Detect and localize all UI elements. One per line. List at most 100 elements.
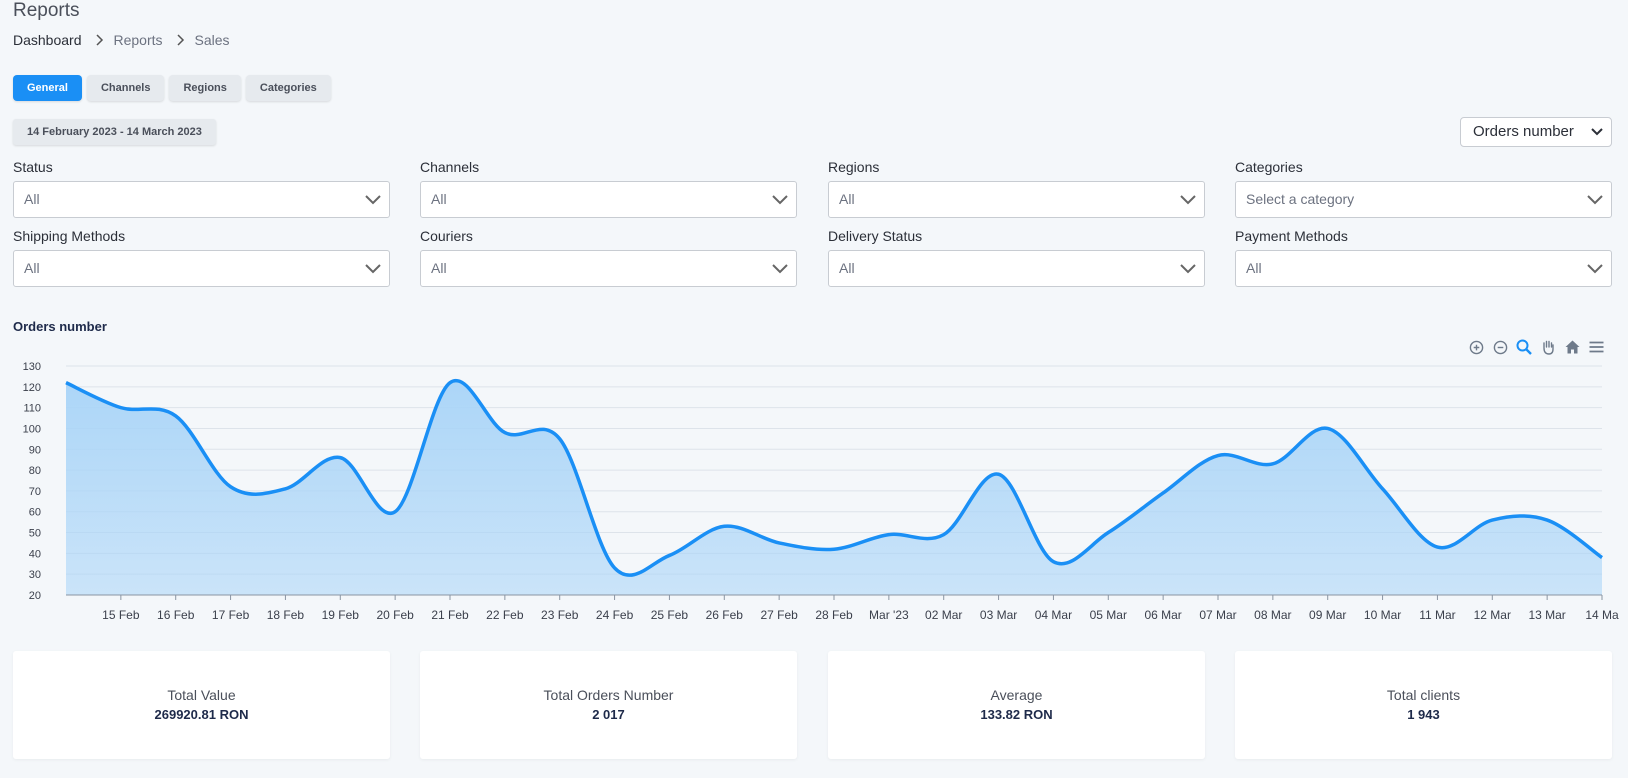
zoom-out-icon[interactable] (1490, 338, 1510, 356)
breadcrumb-sales: Sales (194, 32, 230, 48)
filter-label: Categories (1235, 159, 1303, 175)
metric-select-value: Orders number (1473, 123, 1574, 140)
y-tick-label: 90 (29, 444, 41, 456)
filter-label: Regions (828, 159, 880, 175)
chart-title: Orders number (13, 319, 107, 334)
chevron-down-icon (1587, 195, 1603, 205)
y-tick-label: 50 (29, 528, 41, 540)
shipping-methods-select[interactable]: All (13, 250, 390, 287)
y-tick-label: 60 (29, 507, 41, 519)
date-range-picker[interactable]: 14 February 2023 - 14 March 2023 (13, 119, 216, 145)
pan-hand-icon[interactable] (1538, 338, 1558, 356)
chevron-right-icon (95, 34, 103, 46)
card-value: 269920.81 RON (154, 707, 249, 722)
x-tick-label: 27 Feb (760, 608, 798, 622)
y-tick-label: 120 (23, 382, 41, 394)
y-tick-label: 80 (29, 465, 41, 477)
card-value: 1 943 (1407, 707, 1440, 722)
filter-label: Shipping Methods (13, 228, 126, 244)
channels-select[interactable]: All (420, 181, 797, 218)
x-tick-label: 05 Mar (1090, 608, 1127, 622)
x-tick-label: 28 Feb (815, 608, 853, 622)
select-value: All (431, 191, 447, 207)
x-tick-label: 24 Feb (596, 608, 634, 622)
filter-regions: Regions All (828, 159, 1205, 218)
y-tick-label: 30 (29, 569, 41, 581)
tab-channels[interactable]: Channels (86, 75, 165, 101)
y-tick-label: 130 (23, 361, 41, 373)
regions-select[interactable]: All (828, 181, 1205, 218)
page-title: Reports (13, 0, 80, 21)
x-tick-label: 16 Feb (157, 608, 195, 622)
select-value: All (839, 260, 855, 276)
home-reset-icon[interactable] (1562, 338, 1582, 356)
x-tick-label: 04 Mar (1035, 608, 1072, 622)
chevron-down-icon (772, 264, 788, 274)
select-value: All (24, 191, 40, 207)
filter-label: Couriers (420, 228, 473, 244)
categories-select[interactable]: Select a category (1235, 181, 1612, 218)
x-tick-label: 02 Mar (925, 608, 962, 622)
total-clients-card: Total clients 1 943 (1235, 651, 1612, 759)
y-tick-label: 100 (23, 423, 41, 435)
filter-categories: Categories Select a category (1235, 159, 1612, 218)
card-value: 133.82 RON (980, 707, 1053, 722)
y-tick-label: 40 (29, 548, 41, 560)
chevron-down-icon (1587, 264, 1603, 274)
x-tick-label: 15 Feb (102, 608, 140, 622)
x-tick-label: 25 Feb (651, 608, 689, 622)
metric-select[interactable]: Orders number (1460, 117, 1612, 147)
select-value: All (24, 260, 40, 276)
x-tick-label: 22 Feb (486, 608, 524, 622)
x-tick-label: 11 Mar (1419, 608, 1455, 622)
total-orders-card: Total Orders Number 2 017 (420, 651, 797, 759)
y-tick-label: 110 (23, 403, 41, 415)
total-value-card: Total Value 269920.81 RON (13, 651, 390, 759)
x-tick-label: 20 Feb (376, 608, 414, 622)
breadcrumb-reports[interactable]: Reports (113, 32, 163, 48)
card-value: 2 017 (592, 707, 625, 722)
x-tick-label: 03 Mar (980, 608, 1017, 622)
tab-regions[interactable]: Regions (169, 75, 241, 101)
filter-status: Status All (13, 159, 390, 218)
series-area (66, 380, 1602, 595)
tab-categories[interactable]: Categories (245, 75, 331, 101)
chevron-down-icon (365, 264, 381, 274)
x-tick-label: 08 Mar (1254, 608, 1291, 622)
x-tick-label: 12 Mar (1474, 608, 1511, 622)
x-tick-label: 14 Ma (1585, 608, 1619, 622)
zoom-in-icon[interactable] (1466, 338, 1486, 356)
zoom-select-icon[interactable] (1514, 338, 1534, 356)
filter-label: Delivery Status (828, 228, 923, 244)
chevron-down-icon (772, 195, 788, 205)
series-line (65, 378, 1604, 577)
payment-methods-select[interactable]: All (1235, 250, 1612, 287)
card-label: Average (990, 687, 1043, 703)
filter-shipping-methods: Shipping Methods All (13, 228, 390, 287)
chevron-down-icon (365, 195, 381, 205)
x-tick-label: 10 Mar (1364, 608, 1401, 622)
select-value: All (1246, 260, 1262, 276)
filter-delivery-status: Delivery Status All (828, 228, 1205, 287)
x-tick-label: 09 Mar (1309, 608, 1346, 622)
report-tabs: General Channels Regions Categories (13, 75, 331, 101)
filter-couriers: Couriers All (420, 228, 797, 287)
select-value: All (431, 260, 447, 276)
status-select[interactable]: All (13, 181, 390, 218)
chevron-right-icon (177, 34, 184, 46)
tab-general[interactable]: General (13, 75, 82, 101)
x-tick-label: 19 Feb (322, 608, 360, 622)
breadcrumb: Dashboard Reports Sales (13, 32, 230, 48)
chevron-down-icon (1180, 195, 1196, 205)
card-label: Total Orders Number (543, 687, 674, 703)
x-tick-label: 17 Feb (212, 608, 250, 622)
x-tick-label: 06 Mar (1144, 608, 1181, 622)
average-card: Average 133.82 RON (828, 651, 1205, 759)
x-tick-label: 23 Feb (541, 608, 579, 622)
menu-icon[interactable] (1586, 338, 1606, 356)
breadcrumb-dashboard[interactable]: Dashboard (13, 32, 82, 48)
delivery-status-select[interactable]: All (828, 250, 1205, 287)
couriers-select[interactable]: All (420, 250, 797, 287)
x-tick-label: 21 Feb (431, 608, 469, 622)
x-tick-label: Mar '23 (869, 608, 909, 622)
